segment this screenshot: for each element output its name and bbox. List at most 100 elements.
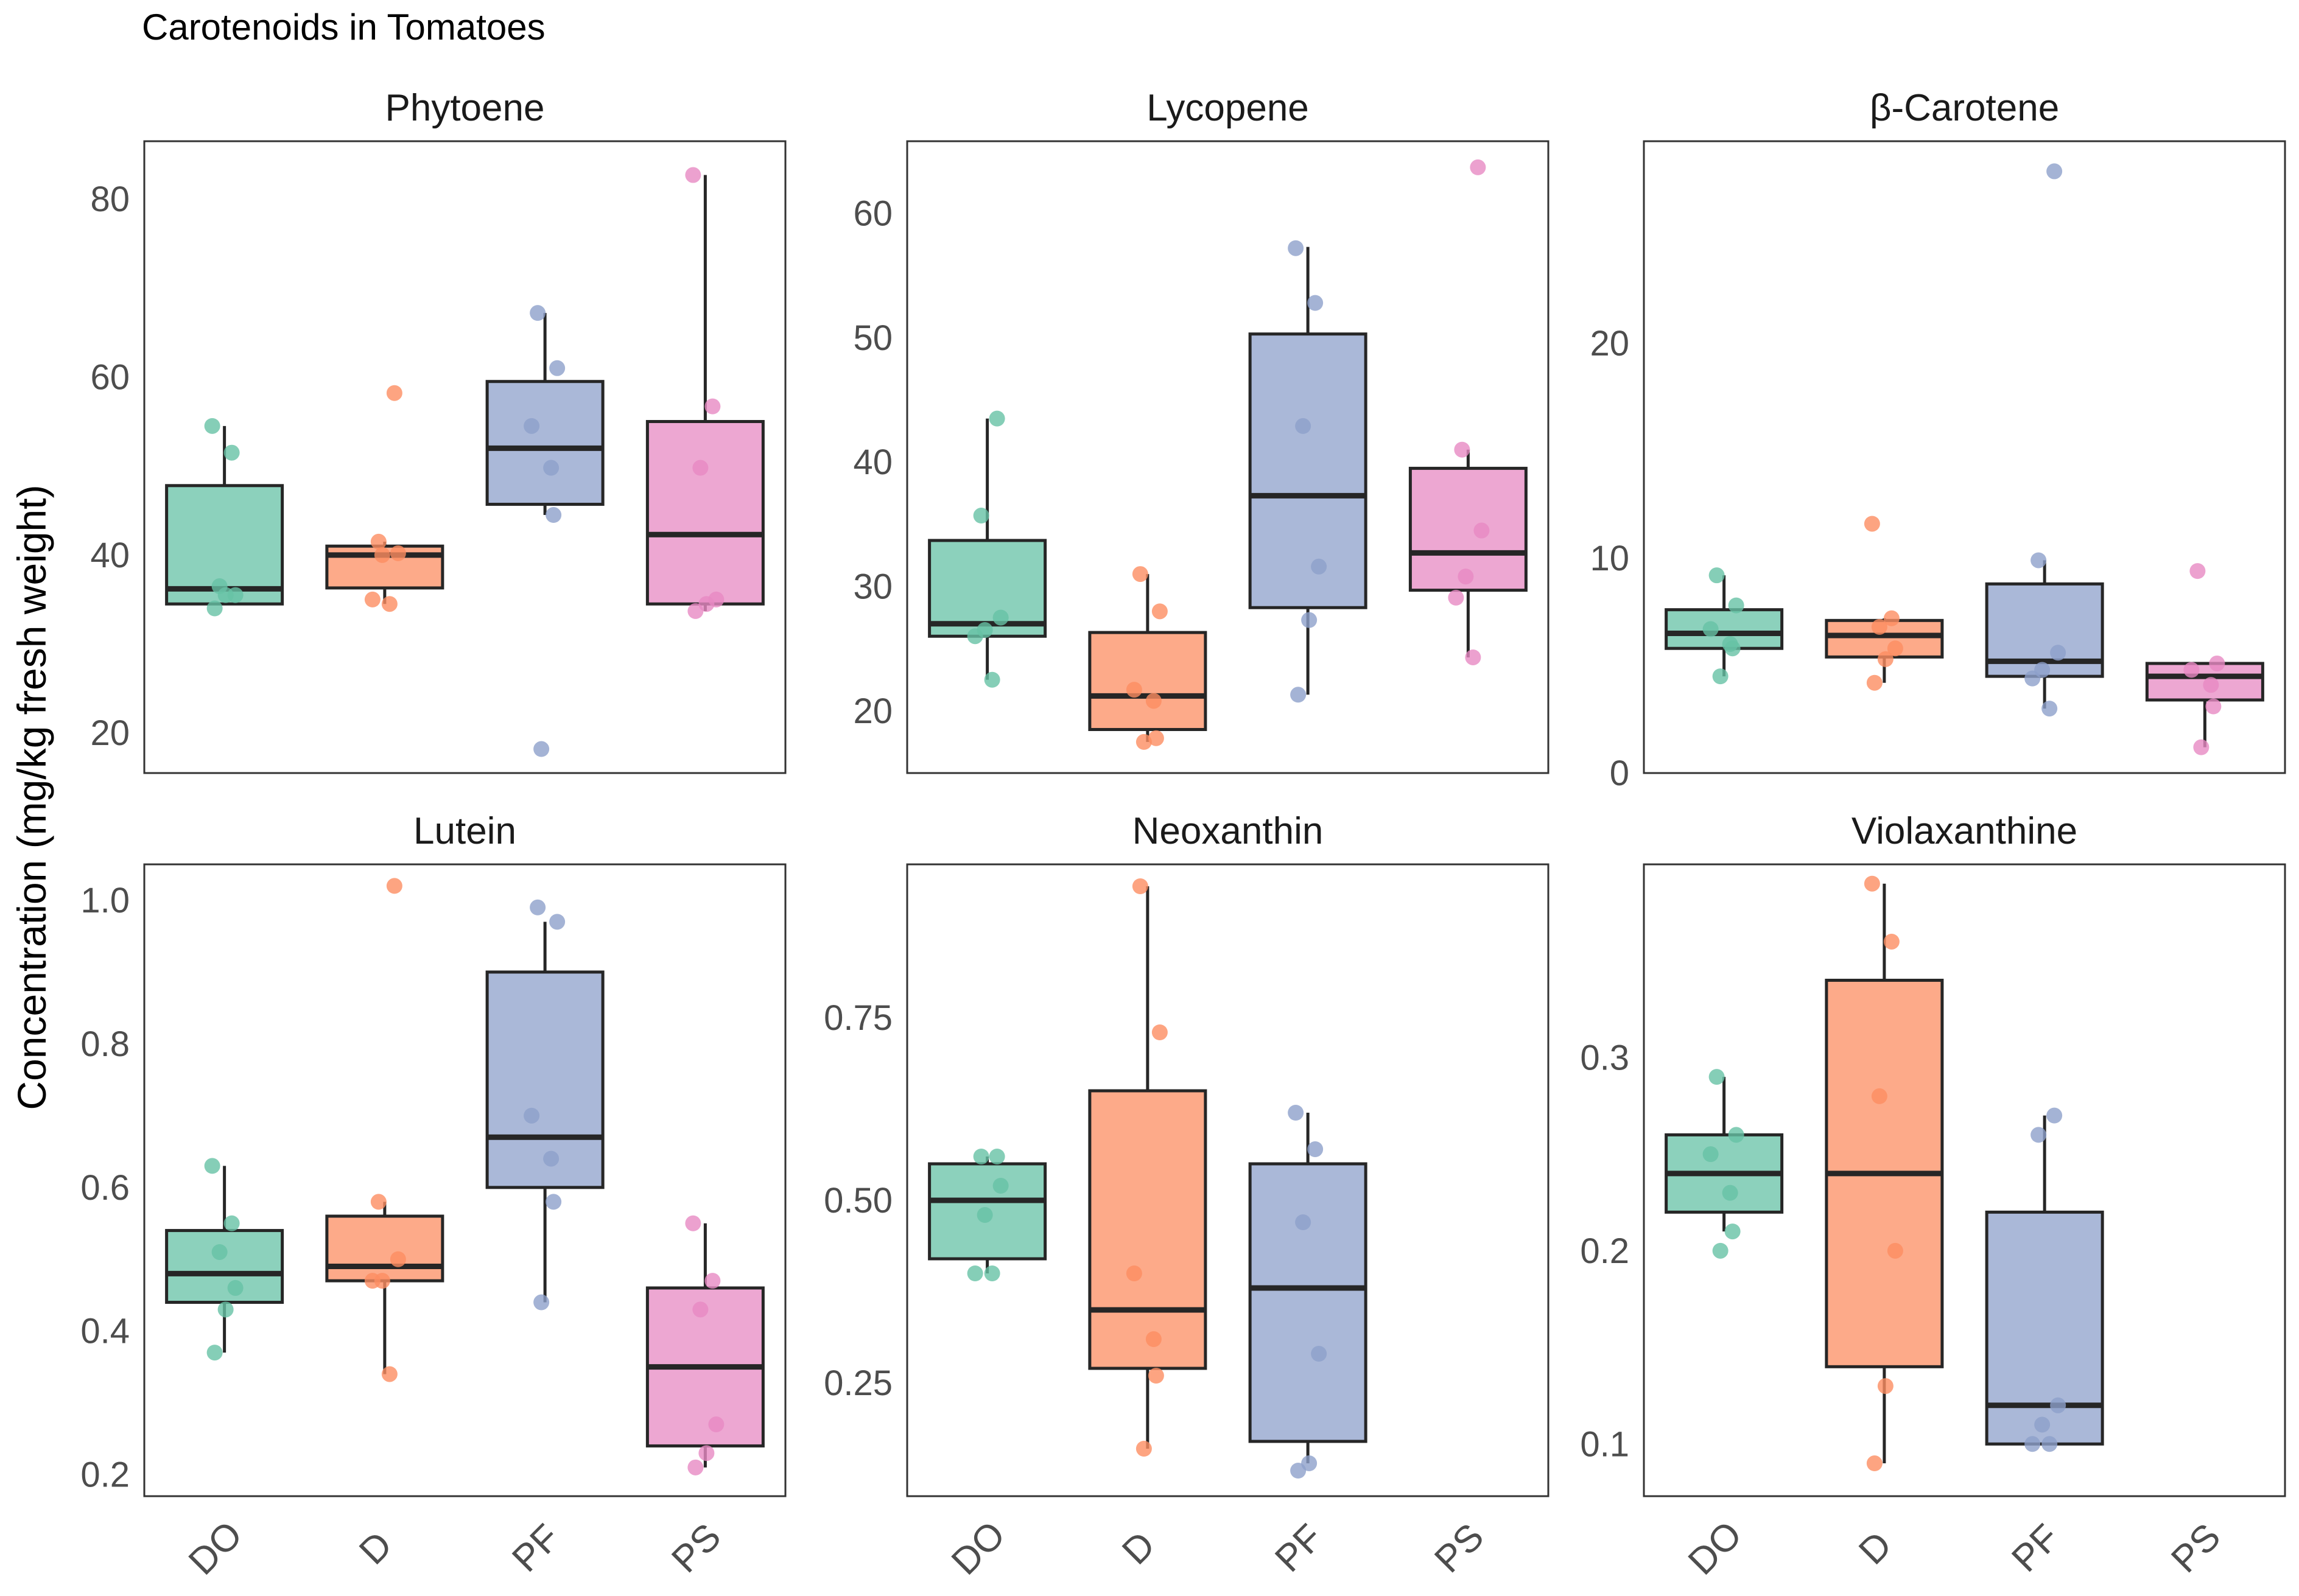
- data-point: [2205, 698, 2222, 715]
- box-do: [1665, 1069, 1784, 1259]
- y-tick-label: 40: [853, 443, 893, 482]
- y-tick-label: 0.2: [1580, 1231, 1629, 1271]
- data-point: [685, 167, 701, 183]
- box-ps: [645, 1215, 765, 1475]
- data-point: [386, 385, 402, 401]
- x-tick-label: PS: [1427, 1516, 1492, 1581]
- data-point: [989, 410, 1005, 427]
- x-tick-label: PF: [2004, 1516, 2068, 1580]
- box-iqr: [928, 539, 1047, 638]
- box-iqr: [485, 380, 605, 506]
- box-pf: [1248, 240, 1367, 703]
- data-point: [223, 444, 240, 461]
- data-point: [206, 1345, 223, 1361]
- y-tick-label: 0.8: [80, 1024, 130, 1064]
- data-point: [1712, 668, 1729, 685]
- x-tick-label: DO: [181, 1513, 251, 1583]
- panel-title: Neoxanthin: [1132, 810, 1324, 852]
- data-point: [533, 1294, 550, 1311]
- box-d: [325, 385, 444, 612]
- data-point: [1135, 733, 1152, 750]
- y-tick-label: 0.25: [824, 1363, 893, 1403]
- x-tick-label: PS: [2163, 1516, 2228, 1581]
- data-point: [2024, 670, 2041, 687]
- data-point: [1145, 1331, 1162, 1347]
- data-point: [1151, 603, 1168, 620]
- data-point: [217, 587, 234, 603]
- data-point: [204, 418, 220, 434]
- data-point: [2041, 1436, 2058, 1452]
- x-tick-label: D: [1114, 1524, 1163, 1572]
- data-point: [227, 1279, 244, 1296]
- data-point: [390, 545, 406, 561]
- data-point: [1148, 1368, 1164, 1384]
- panel-lutein: Lutein 0.2 0.4 0.6 0.8 1.0 DO D PF PS: [80, 810, 787, 1583]
- data-point: [687, 603, 704, 619]
- data-point: [1883, 610, 1900, 626]
- box-pf: [1985, 163, 2104, 717]
- box-iqr: [325, 1214, 444, 1283]
- data-point: [984, 671, 1000, 688]
- data-point: [533, 741, 550, 757]
- data-point: [2209, 655, 2225, 671]
- box-pf: [1248, 1105, 1367, 1479]
- data-point: [204, 1158, 220, 1174]
- data-point: [1135, 1441, 1152, 1457]
- data-point: [364, 1273, 381, 1289]
- data-point: [1470, 159, 1486, 175]
- data-point: [2034, 1416, 2051, 1433]
- data-point: [386, 878, 402, 894]
- data-point: [1702, 621, 1719, 637]
- data-point: [692, 1301, 709, 1318]
- y-tick-label: 20: [1590, 324, 1629, 363]
- y-tick-label: 50: [853, 318, 893, 358]
- data-point: [1728, 597, 1744, 614]
- box-d: [1825, 516, 1944, 691]
- data-point: [989, 1149, 1005, 1164]
- data-point: [524, 1107, 540, 1124]
- data-point: [1288, 240, 1304, 256]
- data-point: [1295, 418, 1311, 434]
- panels: Phytoene 20 40 60 80 Lycopene 20 30 40 50 60 β-Caro…: [80, 87, 2286, 1583]
- y-axis-label: Concentration (mg/kg fresh weight): [9, 485, 54, 1110]
- data-point: [543, 1150, 560, 1167]
- data-point: [992, 1178, 1009, 1194]
- y-tick-label: 0: [1610, 754, 1629, 793]
- y-tick-label: 20: [853, 691, 893, 731]
- panel-border: [1643, 863, 2286, 1497]
- y-tick-label: 30: [853, 567, 893, 607]
- y-tick-label: 0.50: [824, 1181, 893, 1220]
- figure-title: Carotenoids in Tomatoes: [142, 7, 546, 47]
- box-d: [1088, 566, 1207, 750]
- data-point: [374, 547, 390, 563]
- data-point: [1301, 612, 1318, 628]
- y-tick-label: 80: [90, 180, 130, 219]
- data-point: [1311, 1346, 1327, 1362]
- data-point: [1295, 1214, 1311, 1230]
- data-point: [1871, 618, 1887, 635]
- data-point: [1307, 1141, 1324, 1157]
- y-tick-label: 10: [1590, 539, 1629, 578]
- y-tick-label: 60: [853, 194, 893, 234]
- box-do: [1665, 567, 1784, 685]
- box-ps: [645, 167, 765, 619]
- box-do: [928, 1149, 1047, 1281]
- data-point: [967, 628, 983, 645]
- data-point: [1148, 730, 1164, 746]
- panel-phytoene: Phytoene 20 40 60 80: [90, 87, 787, 774]
- box-d: [1825, 875, 1944, 1472]
- y-tick-label: 1.0: [80, 881, 130, 920]
- panel-border: [143, 863, 787, 1497]
- data-point: [2050, 1397, 2066, 1413]
- data-point: [1724, 640, 1741, 657]
- y-tick-label: 60: [90, 357, 130, 397]
- box-ps: [1408, 159, 1528, 665]
- data-point: [1883, 933, 1900, 950]
- box-iqr: [1985, 1210, 2104, 1446]
- data-point: [370, 1194, 387, 1210]
- x-tick-label: D: [1851, 1524, 1900, 1572]
- data-point: [524, 418, 540, 434]
- data-point: [1458, 569, 1474, 585]
- data-point: [984, 1265, 1000, 1281]
- data-point: [967, 1265, 983, 1281]
